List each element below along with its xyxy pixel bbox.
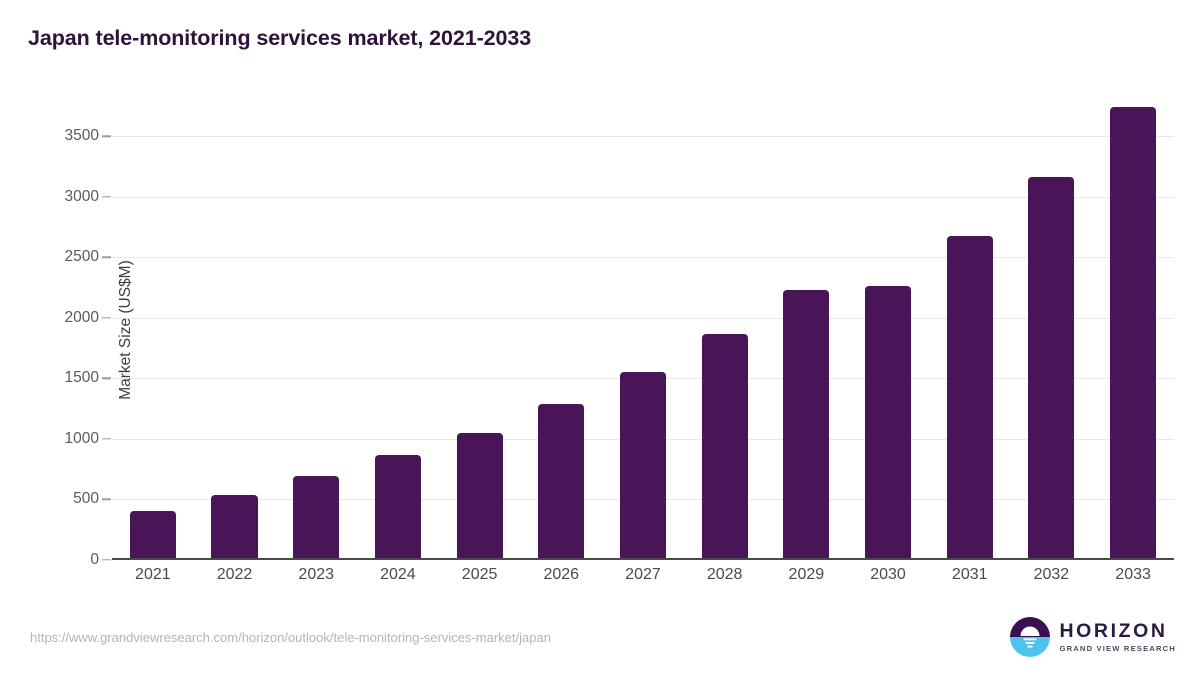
bar-slot [112, 100, 194, 560]
bar-slot [1092, 100, 1174, 560]
bar-slot [357, 100, 439, 560]
x-tick-label-2023: 2023 [298, 566, 335, 583]
horizon-logo[interactable]: HORIZON GRAND VIEW RESEARCH [1010, 617, 1176, 657]
x-tick-label-2021: 2021 [135, 566, 171, 583]
x-axis-line [112, 558, 1174, 560]
page-title: Japan tele-monitoring services market, 2… [28, 26, 532, 50]
x-tick-label-2032: 2032 [1033, 566, 1070, 583]
y-tick-label: 2500 [64, 248, 99, 266]
x-tick-label-2022: 2022 [216, 566, 253, 583]
x-tick-label-2027: 2027 [625, 566, 661, 583]
y-tick-mark [102, 377, 111, 380]
y-tick-label: 3500 [64, 127, 99, 145]
y-tick-mark [102, 196, 111, 198]
horizon-logo-text: HORIZON GRAND VIEW RESEARCH [1059, 621, 1176, 653]
x-tick-label-2030: 2030 [870, 566, 906, 583]
y-tick-label: 1500 [64, 369, 99, 387]
y-tick-label: 1000 [64, 429, 99, 447]
source-url[interactable]: https://www.grandviewresearch.com/horizo… [30, 630, 551, 645]
bar-2031[interactable] [946, 235, 993, 560]
x-tick-label-2026: 2026 [543, 566, 580, 583]
y-tick-mark [102, 135, 111, 138]
bar-slot [439, 100, 521, 560]
bar-slot [847, 100, 929, 560]
plot-area: Market Size (US$M) 0 500 1000 1500 2000 2500 3… [65, 100, 1174, 568]
bar-2026[interactable] [538, 404, 585, 560]
y-axis-title: Market Size (US$M) [116, 260, 134, 400]
y-tick-label: 3000 [64, 187, 99, 205]
x-tick-label-2029: 2029 [788, 566, 825, 583]
bar-slot [929, 100, 1011, 560]
bar-2029[interactable] [783, 290, 830, 560]
y-tick-mark [102, 559, 111, 561]
y-tick-label: 2000 [64, 308, 99, 326]
bar-slot [1011, 100, 1093, 560]
x-tick-label-2033: 2033 [1115, 566, 1151, 583]
y-tick-mark [102, 317, 111, 319]
x-tick-label-2028: 2028 [706, 566, 743, 583]
y-tick-label: 500 [73, 490, 99, 508]
logo-wordmark: HORIZON [1059, 620, 1168, 643]
y-tick-mark [102, 498, 111, 501]
bar-slot [602, 100, 684, 560]
bar-2024[interactable] [374, 455, 421, 560]
horizon-logo-icon [1010, 617, 1051, 657]
y-tick-label: 0 [90, 551, 99, 568]
bar-2021[interactable] [129, 510, 176, 560]
bar-slot [520, 100, 602, 560]
y-tick-mark [102, 438, 111, 440]
bar-2027[interactable] [619, 372, 667, 560]
y-tick-mark [102, 256, 111, 259]
bar-2030[interactable] [864, 285, 912, 560]
bar-2025[interactable] [456, 432, 503, 560]
bar-2022[interactable] [211, 495, 258, 560]
bar-series [112, 100, 1174, 560]
x-tick-label-2031: 2031 [951, 566, 988, 583]
bar-2033[interactable] [1110, 106, 1157, 560]
x-tick-label-2025: 2025 [461, 566, 498, 583]
bar-slot [766, 100, 848, 560]
bar-2028[interactable] [701, 334, 748, 560]
bar-slot [684, 100, 766, 560]
bar-2032[interactable] [1028, 176, 1075, 560]
x-tick-label-2024: 2024 [380, 566, 416, 583]
bar-slot [275, 100, 357, 560]
x-axis-labels: 2021 2022 2023 2024 2025 2026 2027 2028 2029 2030… [112, 566, 1174, 594]
bar-slot [194, 100, 276, 560]
logo-tagline: GRAND VIEW RESEARCH [1059, 643, 1176, 653]
bar-2023[interactable] [293, 475, 340, 560]
